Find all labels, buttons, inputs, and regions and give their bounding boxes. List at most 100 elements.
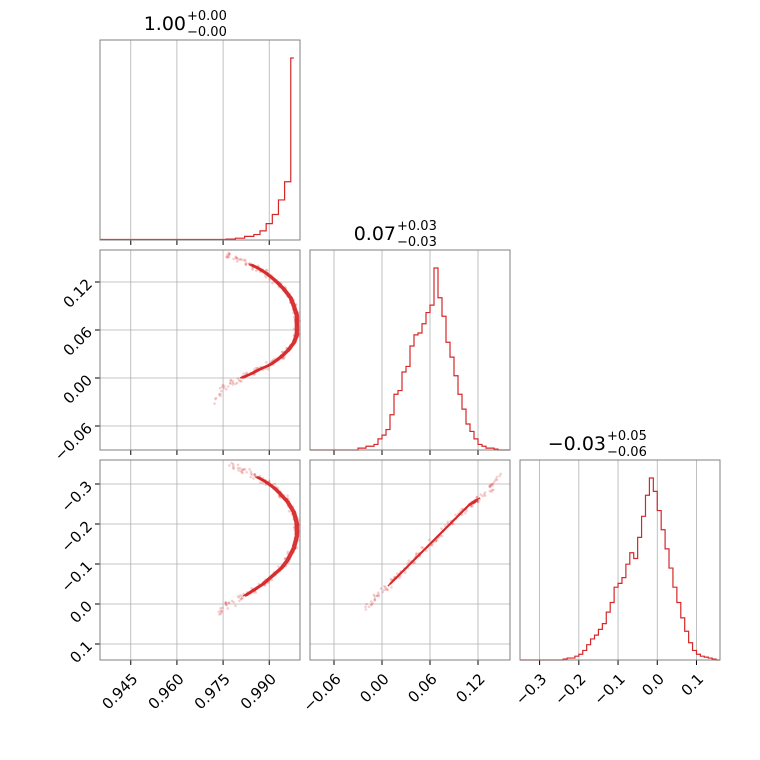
panel-2-0-scatter-point: [253, 473, 257, 476]
panel-2-1-scatter-point: [367, 605, 371, 609]
panel-1-0-scatter-point: [213, 402, 216, 405]
panel-2-0-xlabel-3: 0.990: [237, 670, 280, 713]
panel-2-0-ylabel-2: −0.1: [58, 557, 96, 595]
panel-2-0-scatter-point: [248, 467, 251, 471]
panel-2-1-scatter-point: [370, 603, 373, 606]
panel-2-0-scatter-point: [218, 613, 221, 616]
panel-2-1-xlabel-3: 0.12: [452, 670, 488, 706]
panel-1-0-scatter-point: [244, 259, 247, 263]
panel-1-0-scatter-point: [268, 278, 272, 281]
panel-1-0-scatter-point: [219, 392, 222, 396]
panel-1-0-points: [213, 251, 302, 405]
panel-2-1-scatter-point: [427, 538, 431, 542]
panel-2-1-scatter-point: [377, 593, 381, 596]
panel-2-0-scatter-point: [240, 594, 244, 598]
panel-2-1-scatter-point: [389, 578, 393, 581]
panel-1-0-scatter-point: [229, 382, 232, 385]
panel-1-0-scatter-point: [235, 256, 238, 259]
panel-2-1-scatter-point: [491, 482, 495, 485]
panel-1-0-scatter-point: [245, 262, 248, 265]
panel-2-0-scatter-point: [240, 471, 244, 474]
panel-1-0-scatter-point: [243, 258, 247, 262]
panel-1-0-scatter-point: [228, 381, 232, 385]
panel-2-0-scatter-point: [239, 597, 243, 601]
panel-1-0-scatter-point: [282, 357, 285, 361]
panel-1-0-scatter-point: [226, 385, 230, 388]
panel-1-0-scatter-point: [229, 379, 232, 382]
panel-1-0-scatter-point: [265, 269, 269, 272]
panel-2-0-scatter-point: [241, 471, 244, 475]
panel-2-0-scatter-point: [241, 596, 244, 600]
panel-2-0-scatter-point: [241, 468, 245, 472]
panel-2-1-scatter-point: [364, 605, 367, 609]
panel-2-0-scatter-point: [219, 611, 223, 614]
panel-2-0-scatter-point: [219, 612, 222, 616]
panel-2-0-xlabel-2: 0.975: [191, 670, 234, 713]
panel-0-0-frame: [99, 39, 301, 241]
panel-2-1-scatter-point: [383, 584, 386, 588]
panel-2-0-scatter-point: [221, 606, 224, 610]
panel-2-1-scatter-point: [490, 490, 493, 493]
panel-2-1-scatter-point: [463, 511, 467, 515]
panel-1-0-scatter-point: [254, 269, 258, 272]
panel-2-1-scatter-point: [373, 595, 377, 598]
panel-1-0-scatter-point: [218, 386, 222, 390]
panel-2-1-scatter-point: [390, 585, 393, 589]
panel-2-1-scatter-point: [403, 571, 407, 574]
panel-2-2-frame: [519, 459, 721, 661]
panel-1-0-ylabel-3: −0.06: [51, 419, 96, 464]
panel-2-2-xlabel-3: 0.0: [638, 670, 668, 700]
panel-2-0-scatter-point: [232, 467, 235, 470]
panel-2-0-scatter-point: [227, 601, 231, 605]
panel-2-0-scatter-point: [254, 474, 257, 477]
panel-2-2-xlabel-4: 0.1: [678, 670, 708, 700]
panel-2-1-scatter-point: [460, 508, 463, 511]
panel-1-0-scatter-point: [231, 379, 235, 383]
panel-2-0-frame: [99, 459, 301, 661]
panel-2-2-xlabel-1: −0.2: [551, 670, 589, 708]
panel-2-0-ylabel-0: 0.1: [66, 637, 96, 667]
panel-1-0-scatter-point: [237, 378, 241, 382]
panel-1-0-scatter-point: [292, 327, 296, 331]
panel-1-0-scatter-point: [234, 255, 237, 258]
panel-2-1-scatter-point: [376, 591, 380, 594]
panel-1-0-scatter-point: [219, 394, 222, 398]
panel-1-0-scatter-point: [234, 382, 237, 386]
panel-1-0-ylabel-1: 0.06: [60, 323, 96, 359]
panel-1-0-scatter-point: [251, 267, 255, 270]
panel-2-0-scatter-point: [228, 464, 231, 467]
panel-2-0-scatter-point: [236, 466, 240, 470]
panel-2-1-scatter-point: [483, 494, 487, 497]
panel-1-1-title-median: 0.07: [354, 223, 396, 245]
panel-2-0-scatter-point: [234, 604, 237, 608]
panel-0-0-title-plus: +0.00: [187, 9, 227, 24]
panel-2-1-scatter-point: [371, 601, 375, 605]
panel-2-0-scatter-point: [224, 602, 228, 605]
panel-1-0-scatter-point: [236, 377, 240, 380]
panel-2-1-scatter-point: [488, 484, 492, 488]
panel-2-1-xlabel-0: −0.06: [300, 670, 345, 715]
panel-1-0-scatter-point: [264, 275, 268, 279]
panel-1-0-scatter-point: [238, 379, 242, 383]
panel-1-0-scatter-point: [251, 268, 254, 271]
panel-2-0-scatter-point: [249, 472, 253, 475]
panel-2-1-xlabel-1: 0.00: [356, 670, 392, 706]
panel-2-1-scatter-point: [464, 509, 468, 513]
panel-2-2-xlabel-2: −0.1: [590, 670, 628, 708]
panel-2-1-scatter-point: [369, 600, 373, 603]
panel-2-0-scatter-point: [253, 472, 257, 476]
panel-2-0-scatter-point: [240, 597, 243, 601]
panel-1-0-scatter-point: [225, 388, 228, 391]
panel-2-1-scatter-point: [482, 492, 486, 496]
panel-2-1-scatter-point: [475, 495, 479, 499]
panel-2-1-scatter-point: [440, 527, 443, 530]
panel-1-1-title-minus: −0.03: [397, 235, 437, 250]
panel-2-1-scatter-point: [495, 478, 499, 482]
panel-2-0-scatter-point: [236, 463, 240, 467]
panel-2-1-scatter-point: [499, 472, 502, 476]
panel-2-0-scatter-point: [230, 461, 233, 465]
panel-2-1-scatter-point: [454, 513, 457, 517]
panel-1-1-frame: [309, 249, 511, 451]
panel-1-0-scatter-point: [244, 263, 248, 267]
